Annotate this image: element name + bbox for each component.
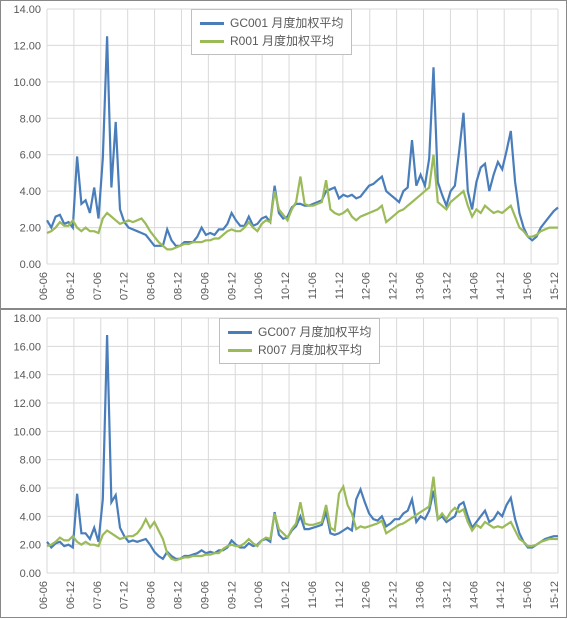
y-tick-label: 10.00 [13,77,41,89]
x-tick-label: 08-12 [172,581,184,609]
x-tick-label: 13-06 [415,581,427,609]
x-tick-label: 13-12 [441,272,453,300]
x-tick-label: 12-06 [361,581,373,609]
chart-container: 0.00 2.00 4.00 6.00 8.00 10.00 12.00 14.00 06-06… [0,0,567,619]
x-tick-label: 10-12 [280,272,292,300]
y-tick-label: 14.00 [13,4,41,16]
x-tick-label: 10-06 [253,581,265,609]
x-tick-label: 10-12 [280,581,292,609]
x-tick-label: 06-06 [38,272,50,300]
x-tick-label: 07-12 [119,272,131,300]
legend-swatch [200,22,224,25]
y-tick-label: 12.00 [13,40,41,52]
y-tick-label: 10.00 [13,426,41,438]
x-tick-label: 14-06 [468,581,480,609]
x-tick-label: 14-12 [495,272,507,300]
legend-item: GC007 月度加权平均 [228,323,371,341]
y-tick-label: 2.00 [20,540,41,552]
x-tick-label: 13-12 [441,581,453,609]
x-tick-label: 15-12 [549,272,561,300]
x-tick-label: 06-12 [65,581,77,609]
y-tick-label: 12.00 [13,398,41,410]
legend-label: GC001 月度加权平均 [230,14,343,32]
y-tick-label: 0.00 [20,568,41,580]
x-tick-label: 13-06 [415,272,427,300]
x-tick-label: 12-06 [361,272,373,300]
x-tick-label: 11-12 [334,272,346,299]
x-tick-label: 12-12 [388,272,400,300]
y-tick-label: 4.00 [20,511,41,523]
x-tick-label: 09-06 [199,581,211,609]
x-tick-label: 11-12 [334,581,346,608]
legend-item: R001 月度加权平均 [200,32,343,50]
x-tick-label: 11-06 [307,581,319,608]
x-tick-label: 08-06 [146,581,158,609]
legend-label: GC007 月度加权平均 [258,323,371,341]
legend: GC007 月度加权平均R007 月度加权平均 [219,318,380,364]
x-tick-label: 15-06 [522,581,534,609]
legend-label: R007 月度加权平均 [258,341,362,359]
legend-item: R007 月度加权平均 [228,341,371,359]
x-tick-label: 14-06 [468,272,480,300]
legend-swatch [228,331,252,334]
y-tick-label: 16.00 [13,341,41,353]
x-tick-label: 08-06 [146,272,158,300]
x-tick-label: 08-12 [172,272,184,300]
y-tick-label: 6.00 [20,483,41,495]
x-tick-label: 12-12 [388,581,400,609]
x-tick-label: 09-12 [226,272,238,300]
legend-swatch [228,349,252,352]
legend: GC001 月度加权平均R001 月度加权平均 [191,9,352,55]
y-tick-label: 6.00 [20,150,41,162]
series-line-1 [47,477,558,561]
y-tick-label: 14.00 [13,370,41,382]
x-tick-label: 07-06 [92,581,104,609]
x-tick-label: 15-06 [522,272,534,300]
y-tick-label: 18.00 [13,313,41,325]
x-tick-label: 06-12 [65,272,77,300]
y-tick-label: 8.00 [20,113,41,125]
series-line-0 [47,36,558,246]
x-tick-label: 09-12 [226,581,238,609]
x-tick-label: 07-06 [92,272,104,300]
legend-label: R001 月度加权平均 [230,32,334,50]
y-tick-label: 2.00 [20,223,41,235]
chart-panel-1: 0.00 2.00 4.00 6.00 8.00 10.00 12.00 14.00 16.00… [0,309,567,618]
x-tick-label: 14-12 [495,581,507,609]
legend-swatch [200,40,224,43]
x-tick-label: 07-12 [119,581,131,609]
x-tick-label: 15-12 [549,581,561,609]
y-tick-label: 4.00 [20,186,41,198]
x-tick-label: 10-06 [253,272,265,300]
y-tick-label: 8.00 [20,455,41,467]
x-tick-label: 11-06 [307,272,319,299]
legend-item: GC001 月度加权平均 [200,14,343,32]
y-tick-label: 0.00 [20,259,41,271]
x-tick-label: 06-06 [38,581,50,609]
x-tick-label: 09-06 [199,272,211,300]
chart-panel-0: 0.00 2.00 4.00 6.00 8.00 10.00 12.00 14.00 06-06… [0,0,567,309]
